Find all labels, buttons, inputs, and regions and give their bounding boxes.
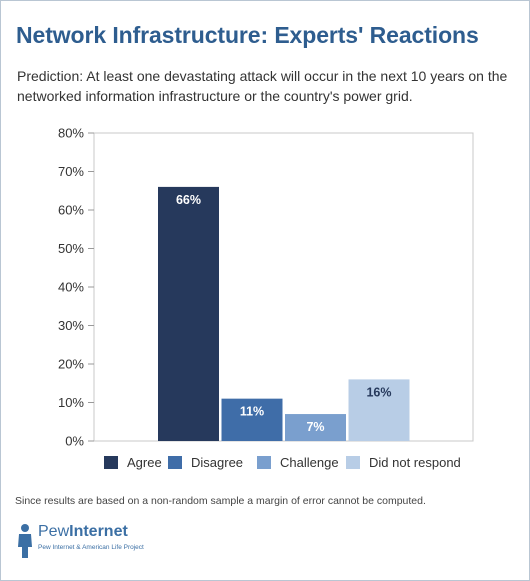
chart-subtitle: Prediction: At least one devastating att… xyxy=(17,68,508,104)
legend-swatch xyxy=(257,456,271,469)
legend-label: Did not respond xyxy=(369,455,461,470)
legend-swatch xyxy=(168,456,182,469)
legend-label: Challenge xyxy=(280,455,339,470)
y-tick-label: 30% xyxy=(58,318,84,333)
legend-label: Agree xyxy=(127,455,162,470)
logo-tagline: Pew Internet & American Life Project xyxy=(38,544,144,551)
data-label: 66% xyxy=(176,193,201,207)
pew-internet-logo: PewInternet Pew Internet & American Life… xyxy=(14,523,144,564)
chart-title: Network Infrastructure: Experts' Reactio… xyxy=(16,22,479,48)
bar-did-not-respond xyxy=(348,379,410,441)
plot-area xyxy=(93,132,474,442)
y-tick-label: 70% xyxy=(58,164,84,179)
bar-chart: 0% 10% 20% 30% 40% 50% 60% 70% 80% 66% 11% 7% 16% Agr… xyxy=(58,126,474,470)
y-tick-label: 60% xyxy=(58,203,84,218)
y-tick-label: 50% xyxy=(58,241,84,256)
legend-swatch xyxy=(346,456,360,469)
footnote: Since results are based on a non-random … xyxy=(15,495,426,507)
data-label: 16% xyxy=(366,385,391,399)
y-tick-label: 80% xyxy=(58,126,84,141)
legend-swatch xyxy=(104,456,118,469)
bar-disagree xyxy=(221,398,283,441)
data-label: 11% xyxy=(240,405,264,419)
y-tick-label: 20% xyxy=(58,357,84,372)
logo-pew: Pew xyxy=(38,523,70,540)
logo-internet: Internet xyxy=(69,523,128,540)
data-label: 7% xyxy=(306,420,324,434)
y-tick-label: 0% xyxy=(65,434,84,449)
person-icon xyxy=(18,524,32,558)
bar-agree xyxy=(158,186,219,441)
legend-label: Disagree xyxy=(191,455,243,470)
bar-challenge xyxy=(285,414,346,441)
y-tick-label: 10% xyxy=(58,395,84,410)
y-tick-label: 40% xyxy=(58,280,84,295)
